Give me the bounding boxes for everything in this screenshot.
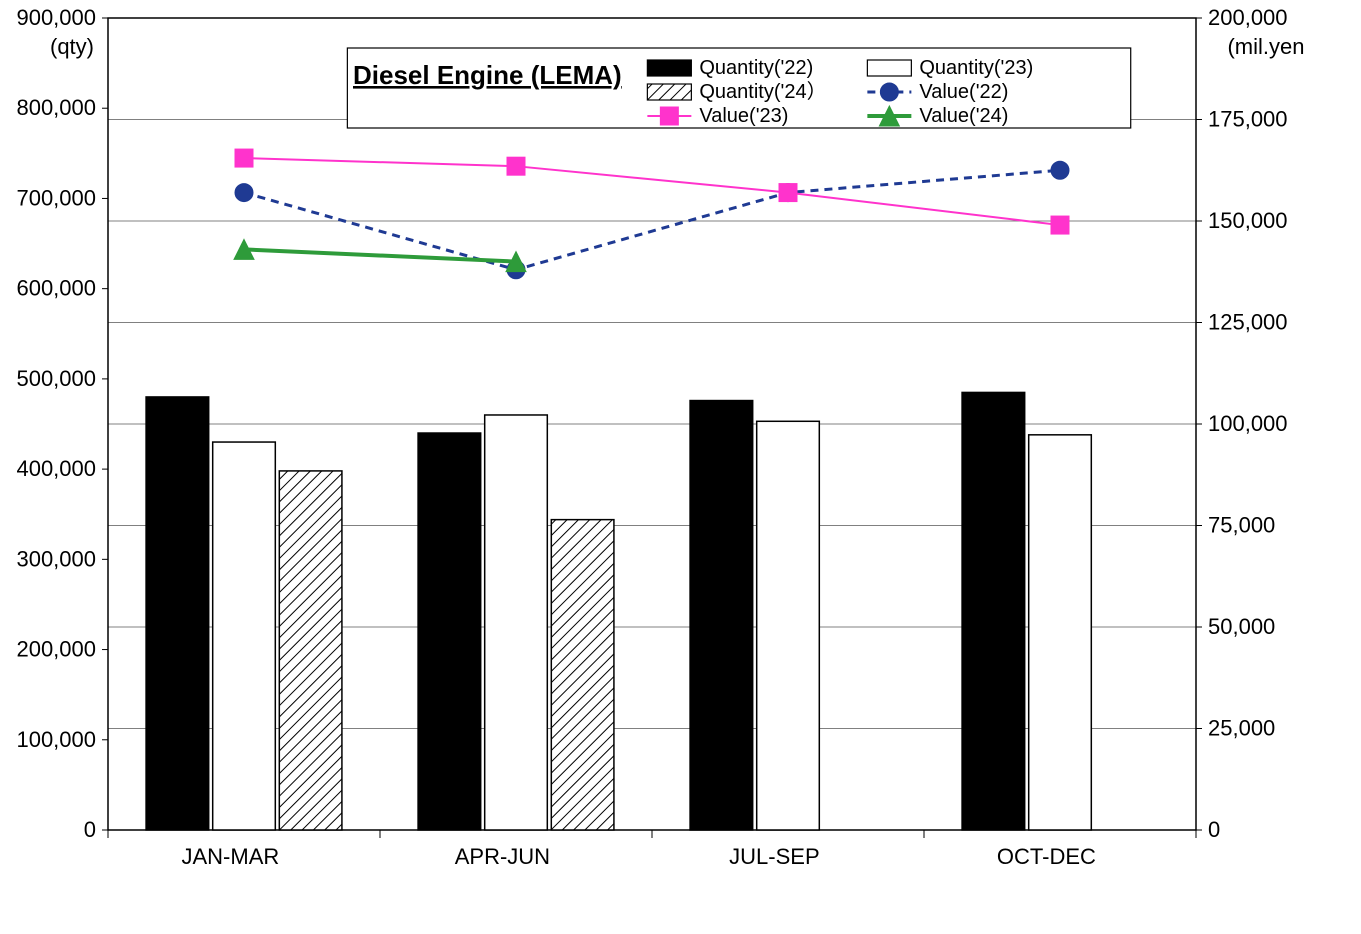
bar-Quantity('23) — [1029, 435, 1092, 830]
y-left-tick-label: 200,000 — [16, 637, 96, 662]
y-left-tick-label: 500,000 — [16, 366, 96, 391]
y-left-tick-label: 0 — [84, 817, 96, 842]
legend-swatch — [647, 84, 691, 100]
y-right-tick-label: 200,000 — [1208, 5, 1288, 30]
marker-square — [1051, 216, 1069, 234]
y-right-axis-label: (mil.yen — [1227, 34, 1304, 59]
bar-Quantity('24) — [279, 471, 342, 830]
legend-swatch — [647, 60, 691, 76]
bar-Quantity('22) — [962, 392, 1025, 830]
y-right-tick-label: 0 — [1208, 817, 1220, 842]
legend-label: Value('24) — [919, 105, 1008, 127]
bar-Quantity('22) — [690, 401, 753, 830]
y-right-tick-label: 100,000 — [1208, 411, 1288, 436]
bar-Quantity('24) — [551, 520, 614, 830]
marker-circle — [1051, 161, 1069, 179]
y-left-tick-label: 700,000 — [16, 185, 96, 210]
x-tick-label: JAN-MAR — [182, 844, 280, 869]
marker-square — [507, 157, 525, 175]
bar-Quantity('22) — [146, 397, 209, 830]
marker-circle — [880, 83, 898, 101]
y-right-tick-label: 150,000 — [1208, 208, 1288, 233]
y-left-tick-label: 400,000 — [16, 456, 96, 481]
legend-label: Value('23) — [699, 105, 788, 127]
x-tick-label: OCT-DEC — [997, 844, 1096, 869]
y-right-tick-label: 125,000 — [1208, 310, 1288, 335]
legend-label: Quantity('22) — [699, 57, 813, 79]
bar-Quantity('22) — [418, 433, 481, 830]
marker-square — [660, 107, 678, 125]
y-left-tick-label: 300,000 — [16, 546, 96, 571]
chart-svg: 0 100,000 200,000 300,000 400,000 500,000 600,… — [0, 0, 1361, 934]
legend-swatch — [867, 60, 911, 76]
chart-container: 0 100,000 200,000 300,000 400,000 500,000 600,… — [0, 0, 1361, 934]
marker-square — [779, 184, 797, 202]
legend-label: Value('22) — [919, 81, 1008, 103]
y-right-tick-label: 25,000 — [1208, 716, 1275, 741]
marker-circle — [235, 184, 253, 202]
y-left-tick-label: 800,000 — [16, 95, 96, 120]
x-tick-label: JUL-SEP — [729, 844, 819, 869]
y-right-tick-label: 50,000 — [1208, 614, 1275, 639]
bar-Quantity('23) — [485, 415, 548, 830]
legend-label: Quantity('23) — [919, 57, 1033, 79]
marker-square — [235, 149, 253, 167]
bar-Quantity('23) — [213, 442, 276, 830]
y-left-axis-label: (qty) — [50, 34, 94, 59]
y-left-tick-label: 900,000 — [16, 5, 96, 30]
bar-Quantity('23) — [757, 421, 820, 830]
legend-label: Quantity('24） — [699, 80, 826, 103]
y-left-tick-label: 100,000 — [16, 727, 96, 752]
x-tick-label: APR-JUN — [455, 844, 550, 869]
y-left-tick-label: 600,000 — [16, 276, 96, 301]
y-right-tick-label: 175,000 — [1208, 107, 1288, 132]
y-right-tick-label: 75,000 — [1208, 513, 1275, 538]
chart-title: Diesel Engine (LEMA) — [353, 60, 622, 90]
